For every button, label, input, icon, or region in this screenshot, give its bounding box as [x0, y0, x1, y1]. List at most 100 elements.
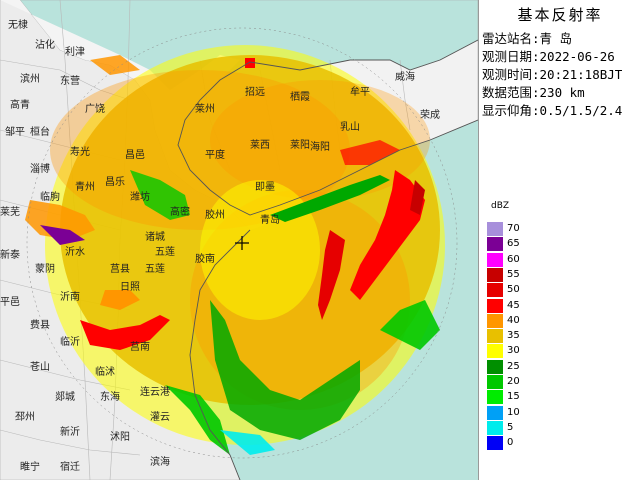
panel-title: 基本反射率 — [517, 6, 603, 24]
svg-text:灌云: 灌云 — [150, 411, 170, 423]
svg-text:日照: 日照 — [120, 281, 140, 293]
legend-label: 20 — [507, 376, 520, 387]
legend-swatch — [487, 390, 503, 405]
svg-text:平度: 平度 — [205, 148, 225, 161]
date-row: 观测日期:2022-06-26 — [482, 46, 615, 65]
legend-swatch — [487, 420, 503, 435]
svg-text:新泰: 新泰 — [0, 248, 20, 261]
range-value: 230 km — [539, 85, 585, 100]
svg-text:莒县: 莒县 — [110, 263, 130, 275]
svg-text:青岛: 青岛 — [260, 213, 280, 226]
svg-text:费县: 费县 — [30, 318, 50, 331]
coastline-north — [177, 39, 479, 216]
legend-label: 5 — [507, 421, 514, 433]
legend-swatch — [487, 313, 503, 328]
svg-text:莱阳: 莱阳 — [290, 139, 310, 151]
svg-text:即墨: 即墨 — [255, 181, 275, 193]
legend-unit: dBZ — [491, 201, 510, 211]
svg-text:寿光: 寿光 — [70, 145, 90, 158]
svg-text:潍坊: 潍坊 — [130, 190, 150, 203]
svg-text:沂南: 沂南 — [60, 290, 80, 303]
svg-text:莱芜: 莱芜 — [0, 205, 20, 218]
svg-text:平邑: 平邑 — [0, 296, 20, 308]
radar-map[interactable]: 无棣 沾化 利津 滨州 东营 高青 广饶 邹平 桓台 寿光 淄博 昌邑 昌乐 青… — [0, 0, 479, 481]
time-value: 20:21:18BJT — [539, 67, 623, 82]
svg-text:荣成: 荣成 — [420, 109, 440, 121]
svg-text:乳山: 乳山 — [340, 120, 360, 133]
legend-swatch — [487, 283, 503, 298]
info-panel: 基本反射率 雷达站名:青 岛 观测日期:2022-06-26 观测时间:20:2… — [478, 0, 640, 480]
svg-text:五莲: 五莲 — [155, 246, 175, 258]
legend-swatch — [487, 267, 503, 282]
svg-text:莱州: 莱州 — [195, 103, 215, 115]
svg-text:高青: 高青 — [10, 98, 30, 111]
time-row: 观测时间:20:21:18BJT — [482, 64, 622, 83]
svg-text:临沭: 临沭 — [95, 365, 115, 378]
elevation-label: 显示仰角: — [482, 103, 540, 118]
svg-text:郯城: 郯城 — [55, 390, 75, 403]
svg-text:沂水: 沂水 — [65, 245, 85, 258]
legend-swatch — [487, 298, 503, 313]
station-value: 青 岛 — [539, 31, 573, 46]
range-ring — [26, 27, 458, 459]
legend-label: 10 — [507, 406, 520, 418]
svg-text:青州: 青州 — [75, 180, 95, 193]
legend-swatch — [487, 222, 503, 236]
legend-label: 55 — [507, 268, 520, 280]
svg-text:苍山: 苍山 — [30, 360, 50, 373]
legend-swatch — [487, 436, 503, 451]
svg-text:胶南: 胶南 — [195, 252, 215, 265]
svg-text:栖霞: 栖霞 — [290, 90, 310, 103]
legend-label: 25 — [507, 360, 520, 372]
svg-text:邹平: 邹平 — [5, 125, 25, 138]
legend-swatch — [487, 344, 503, 359]
city-labels: 无棣 沾化 利津 滨州 东营 高青 广饶 邹平 桓台 寿光 淄博 昌邑 昌乐 青… — [0, 18, 440, 473]
range-row: 数据范围:230 km — [482, 82, 585, 101]
date-value: 2022-06-26 — [539, 49, 615, 64]
station-label: 雷达站名: — [482, 31, 540, 46]
svg-text:昌乐: 昌乐 — [105, 176, 125, 188]
legend-label: 65 — [507, 238, 520, 250]
legend-label: 40 — [507, 314, 520, 326]
svg-text:五莲: 五莲 — [145, 263, 165, 275]
coastline-south — [189, 229, 251, 481]
legend-label: 70 — [507, 223, 520, 234]
radar-station-marker — [235, 236, 249, 250]
legend-swatch — [487, 329, 503, 344]
legend-swatch — [487, 375, 503, 389]
svg-text:东营: 东营 — [60, 74, 80, 87]
svg-text:宿迁: 宿迁 — [60, 460, 80, 473]
legend-label: 60 — [507, 253, 520, 265]
svg-text:诸城: 诸城 — [145, 231, 165, 243]
svg-text:蒙阴: 蒙阴 — [35, 262, 55, 275]
elevation-value: 0.5/1.5/2.4 — [539, 103, 623, 118]
svg-text:无棣: 无棣 — [8, 18, 28, 31]
svg-text:连云港: 连云港 — [140, 385, 170, 398]
legend-label: 35 — [507, 330, 520, 342]
legend-label: 50 — [507, 284, 520, 296]
svg-text:临沂: 临沂 — [60, 335, 80, 348]
svg-text:昌邑: 昌邑 — [125, 149, 145, 161]
legend-swatch — [487, 237, 503, 252]
svg-text:新沂: 新沂 — [60, 425, 80, 438]
svg-text:利津: 利津 — [65, 46, 85, 58]
svg-text:邳州: 邳州 — [15, 411, 35, 423]
range-label: 数据范围: — [482, 85, 540, 100]
svg-text:广饶: 广饶 — [85, 102, 105, 115]
station-row: 雷达站名:青 岛 — [482, 28, 572, 47]
date-label: 观测日期: — [482, 49, 540, 64]
legend-swatch — [487, 359, 503, 374]
svg-text:沭阳: 沭阳 — [110, 431, 130, 443]
svg-text:淄博: 淄博 — [30, 162, 50, 175]
svg-text:胶州: 胶州 — [205, 208, 225, 221]
svg-text:睢宁: 睢宁 — [20, 460, 40, 473]
svg-text:临朐: 临朐 — [40, 190, 60, 203]
legend-swatch — [487, 252, 503, 267]
legend-label: 15 — [507, 391, 520, 403]
svg-text:招远: 招远 — [245, 85, 265, 98]
legend-label: 45 — [507, 299, 520, 311]
svg-text:海阳: 海阳 — [310, 140, 330, 153]
svg-text:东海: 东海 — [100, 390, 120, 403]
svg-text:莱西: 莱西 — [250, 139, 270, 151]
svg-text:牟平: 牟平 — [350, 85, 370, 98]
